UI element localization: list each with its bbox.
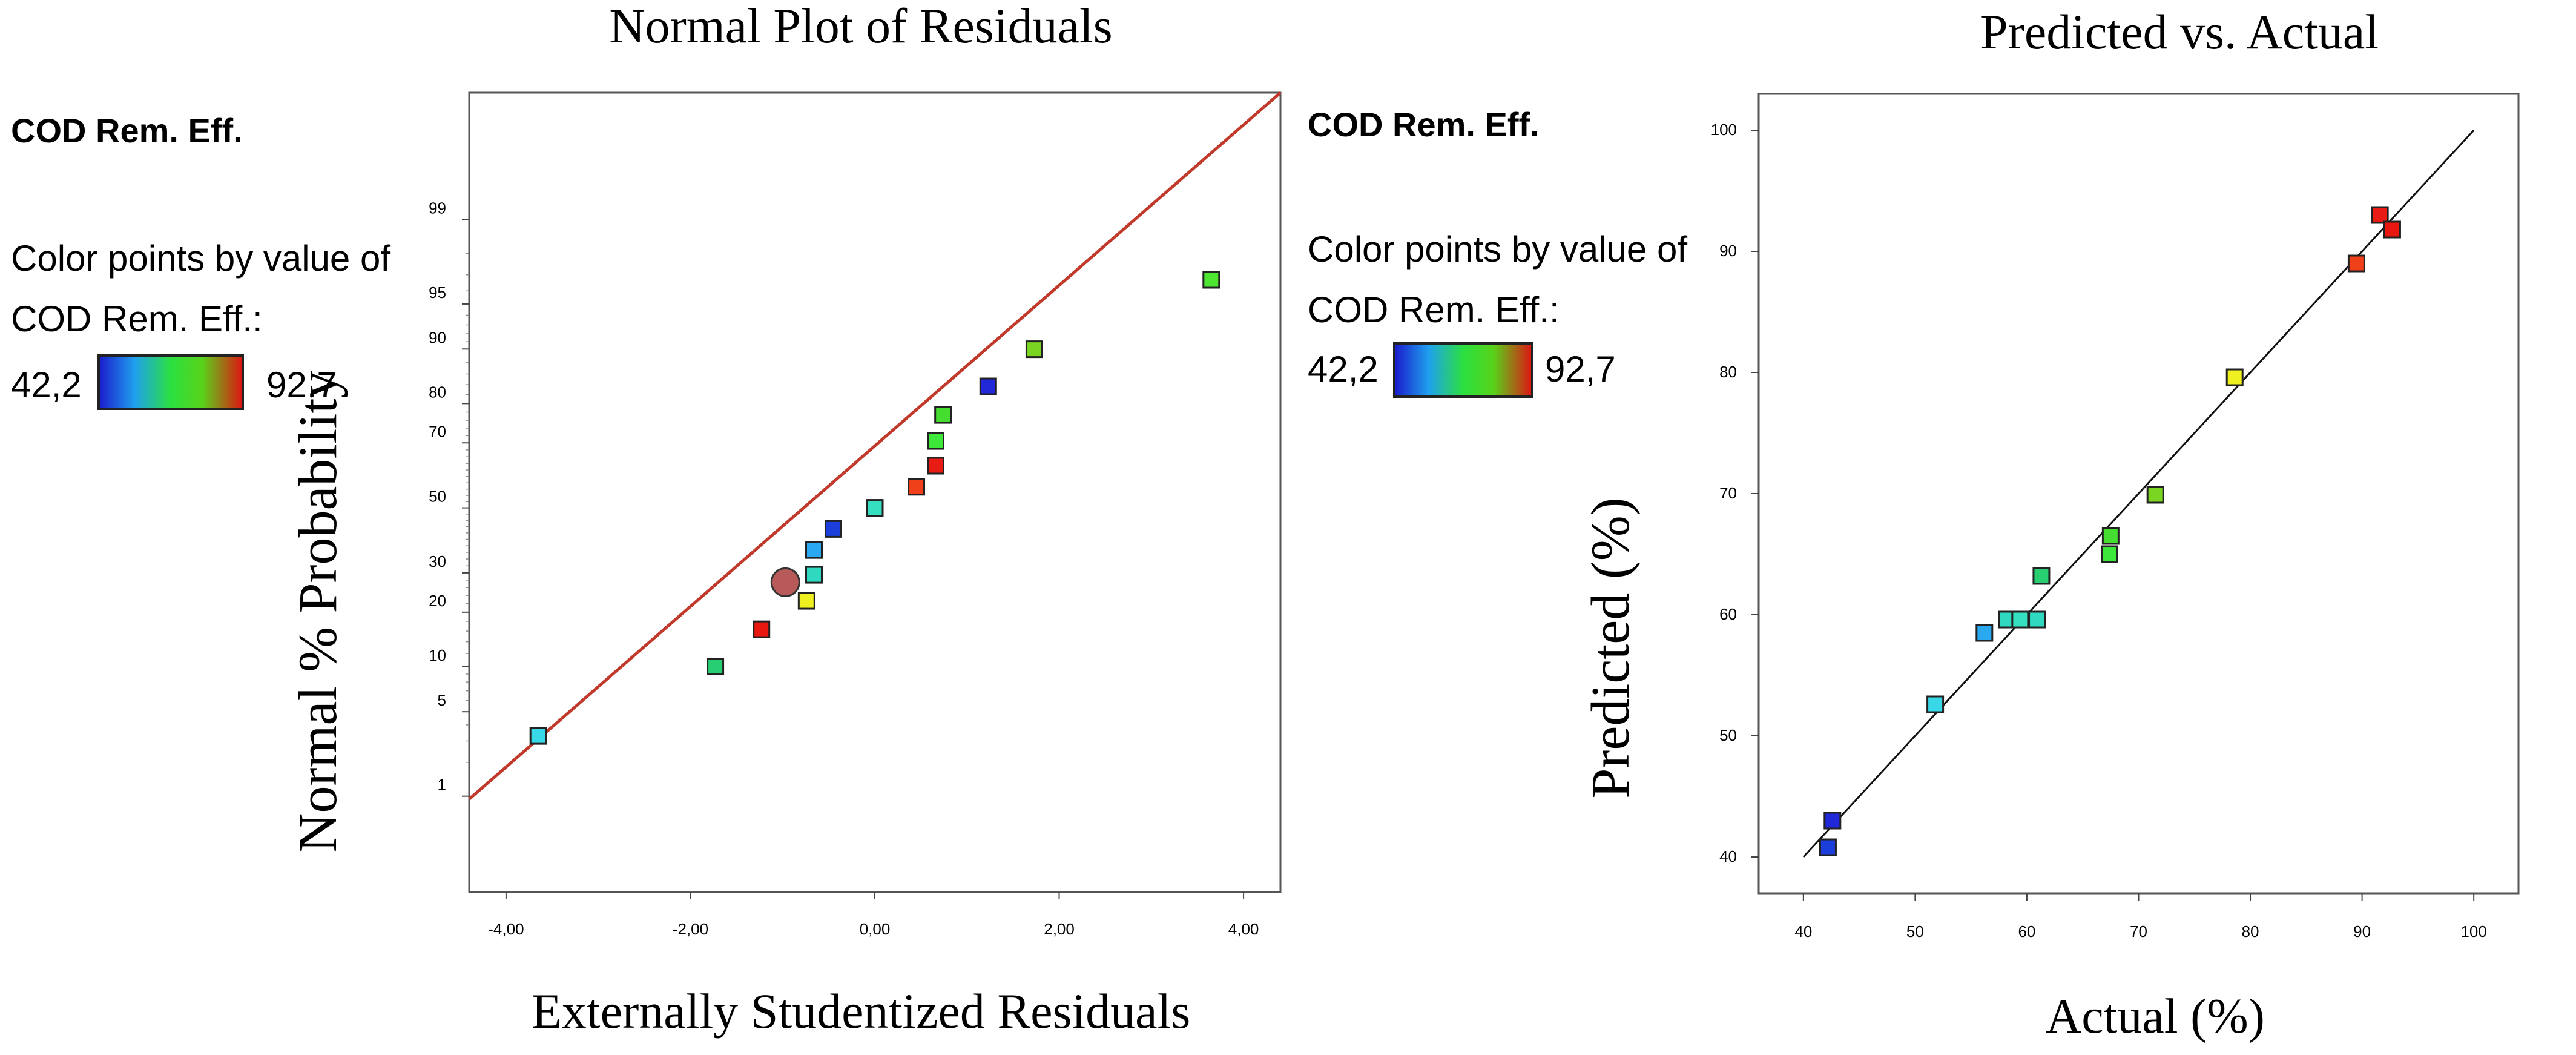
normal-plot-title: Normal Plot of Residuals bbox=[609, 0, 1112, 53]
legend-max-label: 92.7 bbox=[266, 365, 337, 405]
pva-legend: COD Rem. Eff. Color points by value of C… bbox=[1308, 105, 1687, 398]
normal-data-point bbox=[805, 541, 823, 559]
pva-legend-response-label: COD Rem. Eff. bbox=[1308, 105, 1540, 144]
pva-y-tick-label: 100 bbox=[1711, 121, 1737, 139]
normal-y-tick-label: 1 bbox=[438, 776, 446, 794]
normal-plot-area bbox=[468, 91, 1282, 893]
pva-points bbox=[1819, 206, 2401, 856]
pva-y-tick-label: 40 bbox=[1719, 847, 1737, 865]
normal-data-point bbox=[797, 592, 815, 610]
normal-y-tick-label: 70 bbox=[429, 422, 446, 440]
pva-legend-color-caption: Color points by value of bbox=[1308, 229, 1687, 270]
pva-x-tick-label: 40 bbox=[1794, 922, 1812, 941]
normal-highlighted-point bbox=[770, 567, 800, 597]
normal-plot-legend: COD Rem. Eff. Color points by value of C… bbox=[11, 111, 390, 410]
normal-plot-points bbox=[529, 271, 1220, 745]
pva-data-point bbox=[2101, 545, 2119, 563]
normal-data-point bbox=[934, 406, 952, 424]
pva-x-tick-label: 80 bbox=[2242, 922, 2259, 941]
normal-y-tick-label: 20 bbox=[429, 592, 446, 610]
pva-data-point bbox=[1926, 695, 1945, 713]
pva-data-point bbox=[2032, 567, 2051, 585]
pva-y-tick-label: 60 bbox=[1719, 605, 1737, 623]
pva-data-point bbox=[2225, 368, 2244, 386]
normal-x-tick-label: -2,00 bbox=[673, 920, 708, 938]
pva-data-point bbox=[1823, 812, 1842, 830]
pva-x-tick-label: 70 bbox=[2130, 922, 2147, 941]
predicted-actual-plot: Predicted vs. Actual COD Rem. Eff. Color… bbox=[1308, 4, 2520, 1043]
normal-y-tick-label: 80 bbox=[429, 383, 446, 401]
normal-data-point bbox=[979, 377, 997, 395]
pva-x-tick-label: 90 bbox=[2353, 922, 2371, 941]
pva-x-axis-label: Actual (%) bbox=[2046, 988, 2265, 1043]
normal-y-tick-label: 99 bbox=[429, 199, 446, 217]
normal-x-tick-label: 2,00 bbox=[1044, 920, 1075, 938]
normal-plot-reference-line bbox=[468, 91, 1282, 801]
normal-data-point bbox=[529, 727, 547, 745]
pva-x-ticks: 40 50 60 70 80 90 100 bbox=[1794, 893, 2487, 941]
normal-x-tick-label: 4,00 bbox=[1228, 920, 1259, 938]
pva-data-point bbox=[1975, 624, 1994, 642]
pva-y-ticks: 40 50 60 70 80 90 100 bbox=[1711, 121, 1759, 865]
pva-y-tick-label: 50 bbox=[1719, 726, 1737, 744]
normal-x-tick-label: 0,00 bbox=[860, 920, 891, 938]
legend-min-label: 42,2 bbox=[11, 365, 82, 405]
normal-y-tick-label: 50 bbox=[429, 488, 446, 506]
normal-data-point bbox=[1025, 340, 1043, 359]
pva-data-point bbox=[2347, 254, 2365, 273]
legend-color-caption-response: COD Rem. Eff.: bbox=[11, 299, 263, 339]
pva-data-point bbox=[2146, 486, 2164, 504]
pva-x-tick-label: 60 bbox=[2018, 922, 2035, 941]
pva-data-point bbox=[2011, 610, 2029, 629]
pva-y-axis-label: Predicted (%) bbox=[1581, 497, 1641, 798]
normal-reference-line bbox=[468, 91, 1282, 801]
pva-x-tick-label: 50 bbox=[1906, 922, 1924, 941]
pva-reference-line bbox=[1802, 129, 2475, 858]
normal-plot-x-axis-label: Externally Studentized Residuals bbox=[532, 984, 1191, 1039]
pva-legend-max-label: 92,7 bbox=[1545, 349, 1616, 389]
pva-y-tick-label: 90 bbox=[1719, 242, 1737, 260]
normal-y-tick-label: 10 bbox=[429, 646, 446, 664]
pva-data-point bbox=[2101, 527, 2120, 545]
pva-data-point bbox=[2028, 610, 2046, 629]
pva-legend-color-bar bbox=[1393, 342, 1533, 398]
pva-data-point bbox=[2383, 220, 2401, 239]
normal-plot-x-ticks: -4,00 -2,00 0,00 2,00 4,00 bbox=[488, 892, 1259, 938]
normal-x-tick-label: -4,00 bbox=[488, 920, 524, 938]
normal-data-point bbox=[805, 566, 823, 584]
normal-data-point bbox=[927, 432, 944, 450]
pva-legend-min-label: 42,2 bbox=[1308, 349, 1379, 389]
normal-data-point bbox=[908, 478, 926, 496]
legend-color-bar bbox=[97, 354, 244, 410]
normal-data-point bbox=[1202, 271, 1220, 289]
pva-y-tick-label: 80 bbox=[1719, 363, 1737, 381]
pva-data-point bbox=[2371, 206, 2389, 224]
normal-data-point bbox=[824, 520, 842, 538]
normal-plot-y-ticks: 1 5 10 20 30 50 70 80 90 95 99 bbox=[429, 199, 469, 797]
pva-title: Predicted vs. Actual bbox=[1980, 4, 2379, 59]
legend-response-label: COD Rem. Eff. bbox=[11, 111, 243, 150]
pva-y-tick-label: 70 bbox=[1719, 484, 1737, 502]
pva-legend-color-caption-response: COD Rem. Eff.: bbox=[1308, 289, 1560, 330]
pva-reference-line bbox=[1802, 129, 2475, 858]
normal-plot-y-axis-label: Normal % Probability bbox=[288, 371, 348, 853]
normal-data-point bbox=[927, 457, 944, 475]
normal-y-tick-label: 5 bbox=[438, 691, 446, 709]
normal-y-tick-label: 90 bbox=[429, 328, 446, 346]
normal-data-point bbox=[707, 658, 725, 676]
normal-y-tick-label: 95 bbox=[429, 283, 446, 302]
normal-y-tick-label: 30 bbox=[429, 552, 446, 570]
normal-data-point bbox=[866, 499, 884, 517]
pva-x-tick-label: 100 bbox=[2460, 922, 2486, 941]
legend-color-caption: Color points by value of bbox=[11, 238, 390, 279]
normal-plot: Normal Plot of Residuals COD Rem. Eff. C… bbox=[11, 0, 1282, 1039]
normal-data-point bbox=[753, 620, 771, 638]
pva-data-point bbox=[1819, 838, 1837, 856]
